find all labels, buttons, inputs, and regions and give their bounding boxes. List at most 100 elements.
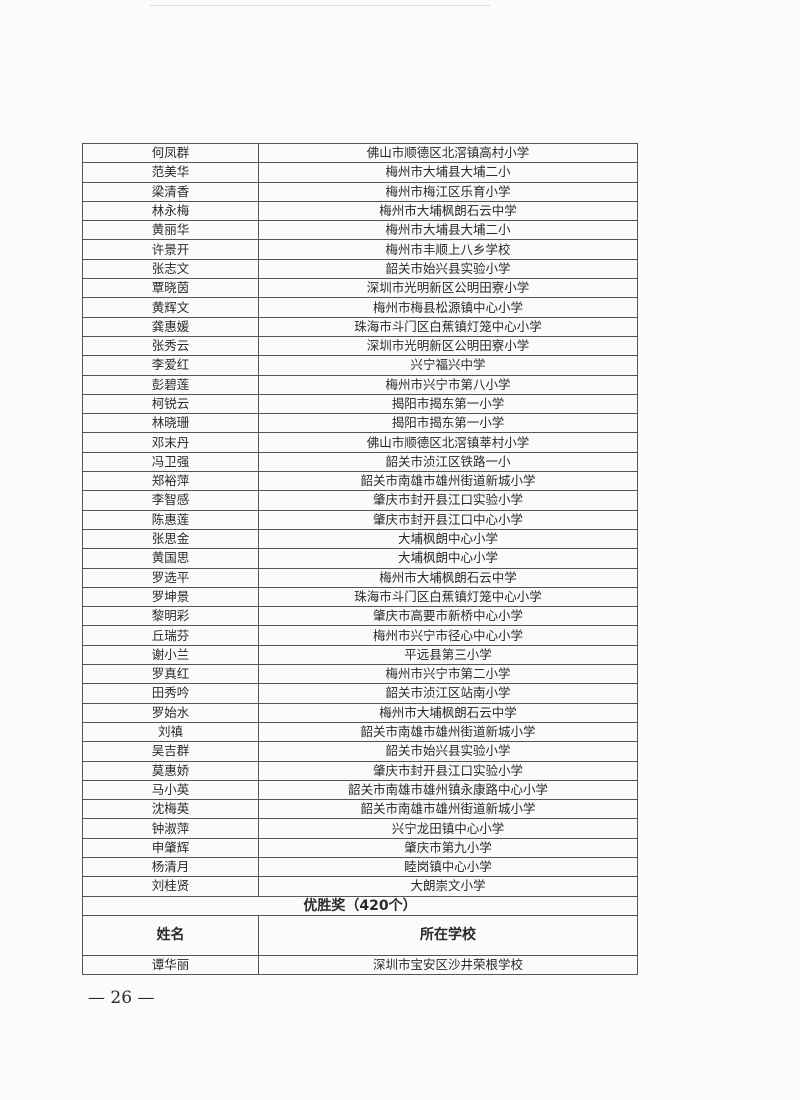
cell-name: 钟淑萍 [82,818,259,839]
cell-name: 罗始水 [82,702,259,723]
cell-name: 张秀云 [82,335,259,357]
table-row: 覃晓茵 深圳市光明新区公明田寮小学 [82,278,638,299]
cell-school: 揭阳市揭东第一小学 [258,393,638,415]
header-row: 姓名 所在学校 [82,914,638,956]
table-row: 邓末丹 佛山市顺德区北滘镇莘村小学 [82,432,638,453]
cell-school: 肇庆市高要市新桥中心小学 [258,606,638,627]
table-row: 彭碧莲 梅州市兴宁市第八小学 [82,374,638,395]
cell-name: 彭碧莲 [82,374,259,395]
table-row: 钟淑萍 兴宁龙田镇中心小学 [82,818,638,839]
cell-name: 李智感 [82,490,259,511]
cell-name: 谢小兰 [82,644,259,666]
cell-school: 深圳市光明新区公明田寮小学 [258,335,638,357]
cell-school: 梅州市大埔县大埔二小 [258,220,638,241]
cell-name: 范美华 [82,162,259,183]
table-row: 冯卫强 韶关市浈江区铁路一小 [82,451,638,473]
award-table: 何凤群 佛山市顺德区北滘镇高村小学 范美华 梅州市大埔县大埔二小 梁清香 梅州市梅江区乐育… [82,142,638,975]
table-row: 梁清香 梅州市梅江区乐育小学 [82,181,638,202]
table-row: 刘禛 韶关市南雄市雄州街道新城小学 [82,721,638,743]
table-row: 许景开 梅州市丰顺上八乡学校 [82,239,638,260]
table-row: 黄国思 大埔枫朗中心小学 [82,548,638,569]
cell-school: 平远县第三小学 [258,644,638,666]
table-row: 莫惠娇 肇庆市封开县江口实验小学 [82,760,638,781]
table-row: 马小英 韶关市南雄市雄州镇永康路中心小学 [82,779,638,801]
cell-school: 揭阳市揭东第一小学 [258,413,638,434]
table-row: 申肇辉 肇庆市第九小学 [82,837,638,858]
cell-name: 沈梅英 [82,799,259,820]
cell-name: 张思金 [82,528,259,550]
table-row: 罗坤景 珠海市斗门区白蕉镇灯笼中心小学 [82,586,638,608]
cell-school: 肇庆市第九小学 [258,837,638,858]
table-row: 林永梅 梅州市大埔枫朗石云中学 [82,200,638,222]
cell-name: 林永梅 [82,200,259,222]
cell-name: 杨清月 [82,856,259,878]
table-row: 黄丽华 梅州市大埔县大埔二小 [82,220,638,241]
cell-name: 田秀吟 [82,683,259,704]
table-row: 何凤群 佛山市顺德区北滘镇高村小学 [82,142,638,164]
table-row: 黄辉文 梅州市梅县松源镇中心小学 [82,297,638,318]
scan-artifact-line [150,5,490,6]
cell-school: 大埔枫朗中心小学 [258,528,638,550]
cell-name: 谭华丽 [82,954,259,975]
cell-school: 梅州市梅江区乐育小学 [258,181,638,202]
table-row: 杨清月 睦岗镇中心小学 [82,856,638,878]
cell-school: 佛山市顺德区北滘镇莘村小学 [258,432,638,453]
table-row: 林晓珊 揭阳市揭东第一小学 [82,413,638,434]
cell-school: 深圳市宝安区沙井荣根学校 [258,954,638,975]
cell-name: 罗真红 [82,664,259,685]
cell-school: 梅州市大埔县大埔二小 [258,162,638,183]
cell-school: 梅州市大埔枫朗石云中学 [258,702,638,723]
cell-name: 邓末丹 [82,432,259,453]
cell-name: 柯锐云 [82,393,259,415]
cell-school: 梅州市丰顺上八乡学校 [258,239,638,260]
cell-school: 深圳市光明新区公明田寮小学 [258,278,638,299]
table-row: 罗始水 梅州市大埔枫朗石云中学 [82,702,638,723]
cell-school: 兴宁龙田镇中心小学 [258,818,638,839]
table-row: 吴吉群 韶关市始兴县实验小学 [82,741,638,762]
table-row: 沈梅英 韶关市南雄市雄州街道新城小学 [82,799,638,820]
cell-name: 刘桂贤 [82,876,259,897]
table-row: 罗选平 梅州市大埔枫朗石云中学 [82,567,638,588]
cell-school: 兴宁福兴中学 [258,355,638,376]
cell-name: 冯卫强 [82,451,259,473]
cell-school: 梅州市兴宁市第八小学 [258,374,638,395]
table-row: 张志文 韶关市始兴县实验小学 [82,258,638,280]
cell-school: 梅州市梅县松源镇中心小学 [258,297,638,318]
cell-school: 韶关市南雄市雄州街道新城小学 [258,471,638,492]
cell-school: 佛山市顺德区北滘镇高村小学 [258,142,638,164]
table-row: 范美华 梅州市大埔县大埔二小 [82,162,638,183]
cell-name: 李爱红 [82,355,259,376]
table-row: 郑裕萍 韶关市南雄市雄州街道新城小学 [82,471,638,492]
cell-name: 郑裕萍 [82,471,259,492]
cell-school: 韶关市浈江区站南小学 [258,683,638,704]
table-row: 张秀云 深圳市光明新区公明田寮小学 [82,335,638,357]
header-school: 所在学校 [258,914,638,956]
cell-school: 韶关市南雄市雄州街道新城小学 [258,721,638,743]
cell-name: 龚惠媛 [82,316,259,337]
cell-name: 莫惠娇 [82,760,259,781]
cell-school: 梅州市兴宁市径心中心小学 [258,625,638,646]
cell-name: 许景开 [82,239,259,260]
table-row: 刘桂贤 大朗崇文小学 [82,876,638,897]
cell-name: 黎明彩 [82,606,259,627]
table-row: 罗真红 梅州市兴宁市第二小学 [82,664,638,685]
cell-school: 珠海市斗门区白蕉镇灯笼中心小学 [258,586,638,608]
table-row: 田秀吟 韶关市浈江区站南小学 [82,683,638,704]
cell-school: 肇庆市封开县江口实验小学 [258,760,638,781]
cell-name: 陈惠莲 [82,509,259,530]
cell-name: 黄丽华 [82,220,259,241]
cell-school: 大埔枫朗中心小学 [258,548,638,569]
table-row: 龚惠媛 珠海市斗门区白蕉镇灯笼中心小学 [82,316,638,337]
cell-name: 刘禛 [82,721,259,743]
cell-name: 罗选平 [82,567,259,588]
cell-name: 林晓珊 [82,413,259,434]
cell-name: 黄辉文 [82,297,259,318]
cell-school: 肇庆市封开县江口中心小学 [258,509,638,530]
cell-name: 覃晓茵 [82,278,259,299]
table-row: 谢小兰 平远县第三小学 [82,644,638,666]
cell-school: 韶关市南雄市雄州镇永康路中心小学 [258,779,638,801]
header-name: 姓名 [82,914,259,956]
cell-school: 梅州市兴宁市第二小学 [258,664,638,685]
cell-name: 何凤群 [82,142,259,164]
table-row: 李爱红 兴宁福兴中学 [82,355,638,376]
